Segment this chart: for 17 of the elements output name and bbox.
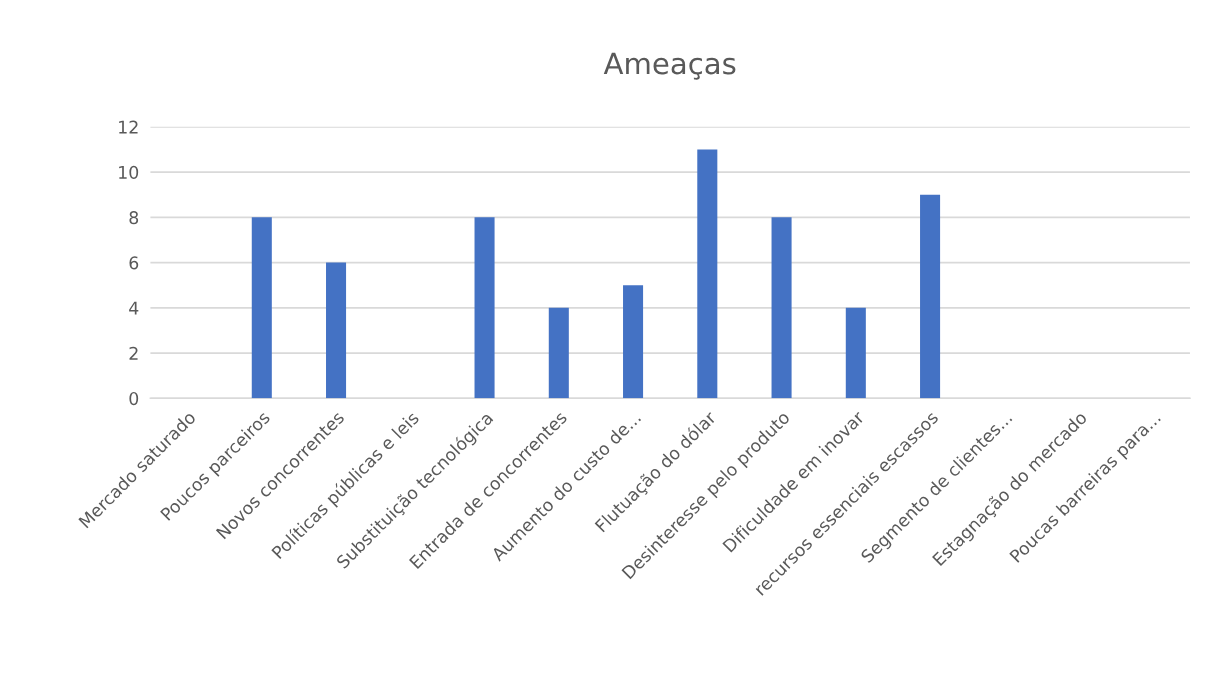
y-tick-label: 6 bbox=[129, 256, 139, 270]
y-tick-label: 8 bbox=[129, 211, 139, 225]
bar bbox=[920, 194, 941, 399]
chart-title: Ameaças bbox=[603, 52, 736, 80]
y-tick-label: 4 bbox=[129, 301, 139, 315]
y-tick-label: 10 bbox=[119, 165, 139, 179]
y-tick-label: 0 bbox=[129, 392, 139, 406]
bar bbox=[845, 307, 866, 399]
bar bbox=[697, 149, 718, 399]
bar bbox=[771, 217, 792, 399]
y-tick-label: 2 bbox=[129, 346, 138, 360]
y-tick-label: 12 bbox=[119, 120, 138, 134]
bar bbox=[548, 307, 569, 399]
bar bbox=[251, 217, 272, 399]
bar bbox=[474, 217, 495, 399]
bar bbox=[326, 262, 347, 399]
bar bbox=[623, 285, 644, 399]
